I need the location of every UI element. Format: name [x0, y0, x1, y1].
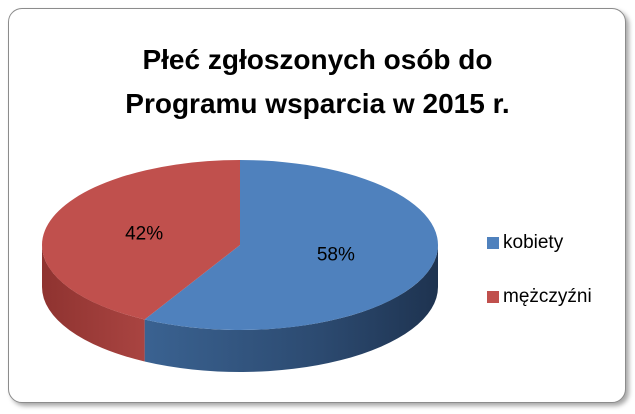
- legend-label: kobiety: [503, 232, 564, 253]
- pie-side: [144, 245, 438, 372]
- legend-swatch: [487, 291, 499, 303]
- pie-slice: [144, 160, 438, 330]
- chart-title: Płeć zgłoszonych osób do Programu wsparc…: [125, 44, 510, 119]
- legend-swatch: [487, 237, 499, 249]
- data-label: 42%: [125, 223, 163, 244]
- pie-side: [42, 245, 145, 362]
- data-label: 58%: [317, 245, 355, 266]
- pie-slice: [42, 160, 240, 320]
- legend-label: mężczyźni: [503, 286, 592, 307]
